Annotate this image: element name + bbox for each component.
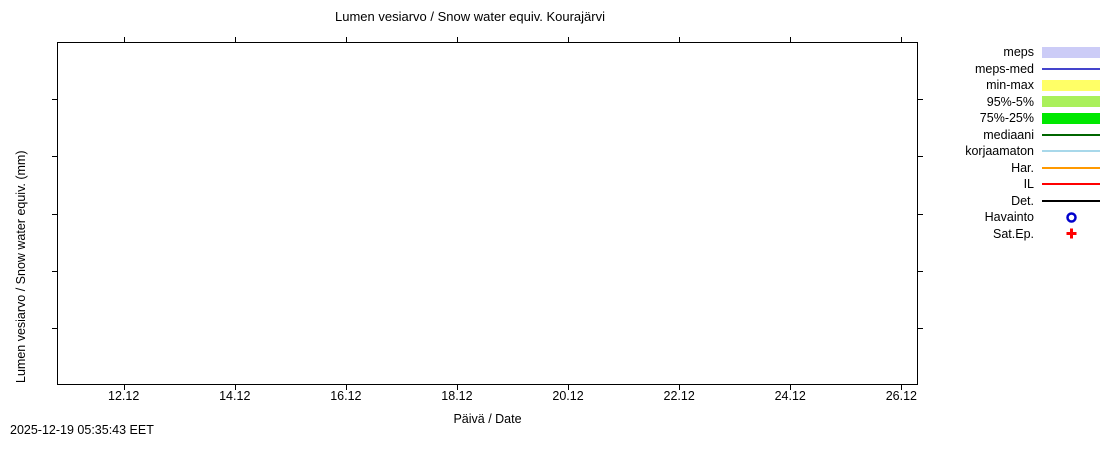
legend-swatch: [1042, 96, 1100, 108]
legend-label: 75%-25%: [979, 111, 1034, 126]
plot-border: [57, 42, 918, 385]
legend-label: Det.: [1011, 193, 1034, 208]
x-tick-mark: [234, 385, 236, 390]
legend-label: korjaamaton: [965, 144, 1034, 159]
legend-item-95-5-: 95%-5%: [930, 94, 1100, 111]
legend-swatch: [1042, 112, 1100, 124]
y-tick-mark: [52, 99, 57, 101]
legend-swatch: [1042, 79, 1100, 91]
x-tick-label: 16.12: [330, 389, 362, 403]
legend-item-det-: Det.: [930, 193, 1100, 210]
legend-label: Havainto: [984, 210, 1034, 225]
x-tick-mark: [456, 37, 458, 42]
x-tick-label: 14.12: [219, 389, 251, 403]
x-tick-label: 18.12: [441, 389, 473, 403]
y-tick-mark: [52, 213, 57, 215]
legend-label: min-max: [986, 78, 1034, 93]
legend-label: meps: [1003, 45, 1034, 60]
x-tick-mark: [568, 385, 570, 390]
legend-label: IL: [1023, 177, 1034, 192]
x-tick-label: 20.12: [552, 389, 584, 403]
legend-label: mediaani: [983, 127, 1034, 142]
legend-label: Sat.Ep.: [993, 226, 1034, 241]
legend-line-swatch: [1042, 133, 1100, 136]
legend-label: Har.: [1011, 160, 1034, 175]
legend-item-75-25-: 75%-25%: [930, 110, 1100, 127]
y-tick-mark: [52, 270, 57, 272]
y-tick-mark: [52, 156, 57, 158]
timestamp: 2025-12-19 05:35:43 EET: [10, 423, 154, 437]
y-tick-mark: [918, 213, 923, 215]
x-tick-mark: [790, 385, 792, 390]
legend-item-il: IL: [930, 176, 1100, 193]
y-tick-mark: [918, 327, 923, 329]
legend-swatch: [1042, 46, 1100, 58]
legend-line-swatch: [1042, 166, 1100, 169]
x-tick-mark: [568, 37, 570, 42]
x-tick-mark: [901, 385, 903, 390]
x-tick-mark: [790, 37, 792, 42]
chart-title: Lumen vesiarvo / Snow water equiv. Koura…: [335, 9, 605, 24]
x-tick-mark: [679, 37, 681, 42]
legend-line-swatch: [1042, 150, 1100, 153]
legend-item-sat-ep-: Sat.Ep.: [930, 226, 1100, 243]
legend-item-har-: Har.: [930, 160, 1100, 177]
havainto-circle-icon: [1042, 212, 1100, 223]
legend-line-swatch: [1042, 183, 1100, 186]
plot-area: [52, 37, 923, 390]
y-tick-mark: [52, 327, 57, 329]
legend-item-korjaamaton: korjaamaton: [930, 143, 1100, 160]
legend-line-swatch: [1042, 67, 1100, 70]
x-tick-label: 26.12: [885, 389, 917, 403]
satep-cross-icon: [1042, 228, 1100, 239]
chart-legend: meps meps-med min-max 95%-5% 75%-25% mediaani…: [930, 44, 1100, 242]
y-tick-mark: [918, 270, 923, 272]
y-tick-mark: [918, 156, 923, 158]
x-axis-label: Päivä / Date: [453, 412, 522, 426]
legend-item-min-max: min-max: [930, 77, 1100, 94]
x-tick-label: 22.12: [663, 389, 695, 403]
x-tick-mark: [679, 385, 681, 390]
legend-label: 95%-5%: [986, 94, 1034, 109]
x-tick-mark: [345, 385, 347, 390]
x-tick-mark: [345, 37, 347, 42]
legend-item-meps: meps: [930, 44, 1100, 61]
legend-item-havainto: Havainto: [930, 209, 1100, 226]
x-tick-mark: [123, 37, 125, 42]
x-tick-mark: [234, 37, 236, 42]
x-tick-label: 24.12: [774, 389, 806, 403]
x-tick-mark: [123, 385, 125, 390]
legend-label: meps-med: [974, 61, 1034, 76]
legend-item-meps-med: meps-med: [930, 61, 1100, 78]
x-tick-mark: [456, 385, 458, 390]
y-tick-mark: [918, 99, 923, 101]
x-tick-label: 12.12: [108, 389, 140, 403]
legend-item-mediaani: mediaani: [930, 127, 1100, 144]
y-axis-label: Lumen vesiarvo / Snow water equiv. (mm): [14, 150, 28, 384]
x-tick-mark: [901, 37, 903, 42]
legend-line-swatch: [1042, 199, 1100, 202]
